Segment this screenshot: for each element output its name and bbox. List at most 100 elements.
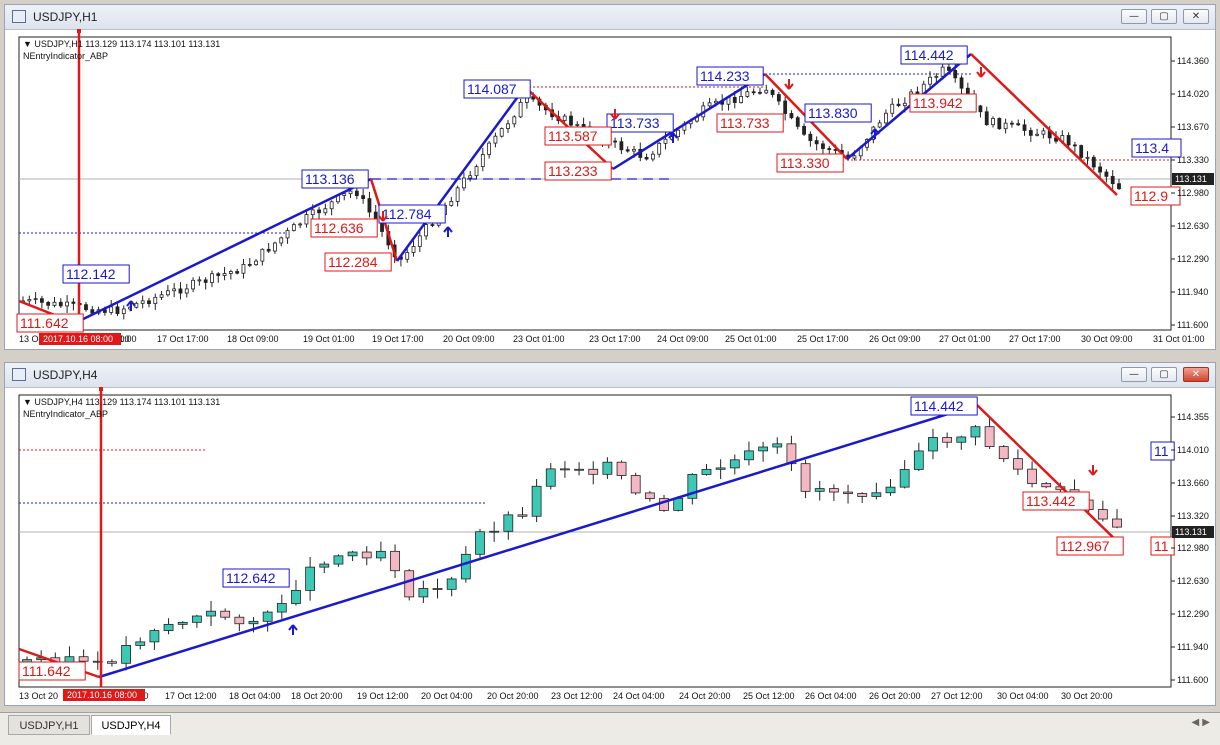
time-axis-label: 13 Oct 2 bbox=[19, 334, 53, 344]
tab-usdjpy-h1[interactable]: USDJPY,H1 bbox=[8, 715, 90, 735]
candle-body bbox=[474, 166, 479, 177]
candle-body bbox=[135, 641, 146, 646]
time-axis-label: 24 Oct 09:00 bbox=[657, 334, 709, 344]
price-chart-h4[interactable]: 112.642 114.442 11 111.642 113.442 112.967 11 ▼… bbox=[5, 387, 1215, 705]
maximize-button[interactable]: ▢ bbox=[1151, 367, 1177, 382]
candle-body bbox=[802, 125, 806, 135]
close-button[interactable]: ✕ bbox=[1183, 9, 1209, 24]
candle-body bbox=[1110, 175, 1115, 185]
candle-body bbox=[1085, 156, 1090, 159]
buy-arrow-icon bbox=[870, 128, 880, 139]
candle-body bbox=[928, 76, 932, 85]
symbol-info-line: ▼ USDJPY,H1 113.129 113.174 113.101 113.… bbox=[23, 39, 220, 49]
candle-body bbox=[203, 279, 208, 283]
candle-body bbox=[430, 224, 435, 226]
candle-body bbox=[913, 450, 924, 470]
candle-body bbox=[248, 620, 259, 625]
time-axis-label: 23 Oct 12:00 bbox=[551, 691, 603, 701]
candle-body bbox=[758, 91, 762, 94]
red-price-label: 113.442 bbox=[1026, 493, 1076, 509]
blue-price-label: 113.4 bbox=[1135, 140, 1169, 156]
candle-body bbox=[729, 459, 740, 469]
chart-window-icon bbox=[12, 368, 26, 381]
price-axis-label: 113.330 bbox=[1177, 155, 1209, 165]
window-titlebar[interactable]: USDJPY,H4 — ▢ ✕ bbox=[5, 363, 1215, 388]
time-axis-label: 20 Oct 20:00 bbox=[487, 691, 539, 701]
candle-body bbox=[632, 148, 636, 152]
indicator-name: NEntryIndicator_ABP bbox=[23, 409, 108, 419]
candle-body bbox=[1016, 123, 1021, 126]
candle-body bbox=[172, 288, 177, 292]
candle-body bbox=[107, 661, 117, 664]
minimize-button[interactable]: — bbox=[1121, 9, 1147, 24]
close-button[interactable]: ✕ bbox=[1183, 367, 1209, 382]
time-axis-label: 30 Oct 09:00 bbox=[1081, 334, 1133, 344]
candle-body bbox=[480, 154, 485, 168]
time-axis-label: 23 Oct 01:00 bbox=[513, 334, 565, 344]
sell-arrow-icon bbox=[784, 79, 794, 90]
candle-body bbox=[489, 530, 500, 533]
blue-price-label: 113.830 bbox=[808, 105, 858, 121]
sell-arrow-icon bbox=[610, 109, 620, 120]
current-price-badge bbox=[1172, 526, 1214, 538]
window-titlebar[interactable]: USDJPY,H1 — ▢ ✕ bbox=[5, 5, 1215, 30]
blue-price-label: 113.733 bbox=[610, 115, 660, 131]
price-chart-h1[interactable]: 112.142 113.136 112.784 114.087 113.733 114.2… bbox=[5, 29, 1215, 349]
candle-body bbox=[432, 588, 443, 590]
candle-body bbox=[871, 492, 882, 497]
price-axis-label: 112.290 bbox=[1177, 254, 1209, 264]
red-price-label: 112.967 bbox=[1060, 538, 1110, 554]
candle-body bbox=[493, 135, 498, 144]
candle-body bbox=[460, 553, 471, 580]
window-title: USDJPY,H1 bbox=[33, 10, 98, 24]
candle-body bbox=[1097, 509, 1108, 520]
candle-body bbox=[857, 493, 868, 497]
candle-body bbox=[140, 300, 145, 304]
price-label-box bbox=[62, 264, 130, 284]
blue-price-label: 11 bbox=[1154, 443, 1169, 459]
candle-body bbox=[701, 468, 712, 475]
candle-body bbox=[503, 514, 514, 532]
candle-body bbox=[254, 260, 258, 266]
candle-body bbox=[732, 96, 737, 103]
candle-body bbox=[518, 101, 523, 118]
candle-body bbox=[545, 468, 556, 487]
candle-body bbox=[657, 142, 662, 155]
price-label-box bbox=[1131, 138, 1182, 158]
blue-price-label: 112.784 bbox=[382, 206, 432, 222]
minimize-button[interactable]: — bbox=[1121, 367, 1147, 382]
candle-body bbox=[616, 461, 627, 476]
candle-body bbox=[468, 175, 473, 179]
candle-body bbox=[1003, 122, 1008, 130]
candle-body bbox=[814, 140, 819, 145]
tab-usdjpy-h4[interactable]: USDJPY,H4 bbox=[91, 715, 171, 735]
blue-zigzag-segment bbox=[846, 53, 972, 160]
candle-body bbox=[630, 475, 641, 494]
candle-body bbox=[1098, 166, 1103, 173]
price-axis-label: 111.600 bbox=[1177, 320, 1208, 330]
chart-window-h1[interactable]: USDJPY,H1 — ▢ ✕ 112.142 113.136 112.784 114… bbox=[4, 4, 1216, 350]
candle-body bbox=[462, 177, 466, 189]
candle-body bbox=[1066, 135, 1071, 146]
price-axis-label: 111.940 bbox=[1177, 642, 1208, 652]
sell-arrow-icon bbox=[976, 67, 986, 78]
candle-body bbox=[1079, 145, 1084, 158]
price-axis-label: 111.600 bbox=[1177, 675, 1208, 685]
tab-scroll-arrows[interactable]: ◀ ▶ bbox=[1191, 717, 1210, 728]
candle-body bbox=[235, 271, 240, 274]
candle-body bbox=[650, 153, 655, 160]
maximize-button[interactable]: ▢ bbox=[1151, 9, 1177, 24]
time-axis-label: 18 Oct 04:00 bbox=[229, 691, 281, 701]
candle-body bbox=[687, 474, 698, 499]
candle-body bbox=[177, 621, 188, 625]
candle-body bbox=[602, 461, 613, 475]
candle-body bbox=[574, 468, 584, 471]
candle-body bbox=[52, 301, 57, 306]
candle-body bbox=[843, 491, 853, 494]
chart-window-h4[interactable]: USDJPY,H4 — ▢ ✕ 112.642 114.442 11 111.642 1… bbox=[4, 362, 1216, 706]
time-axis-label: 13 Oct 20 bbox=[19, 691, 58, 701]
price-label-box bbox=[544, 126, 612, 146]
time-axis-label: 24 Oct 20:00 bbox=[679, 691, 731, 701]
candle-body bbox=[1010, 122, 1014, 125]
candle-body bbox=[449, 200, 454, 206]
